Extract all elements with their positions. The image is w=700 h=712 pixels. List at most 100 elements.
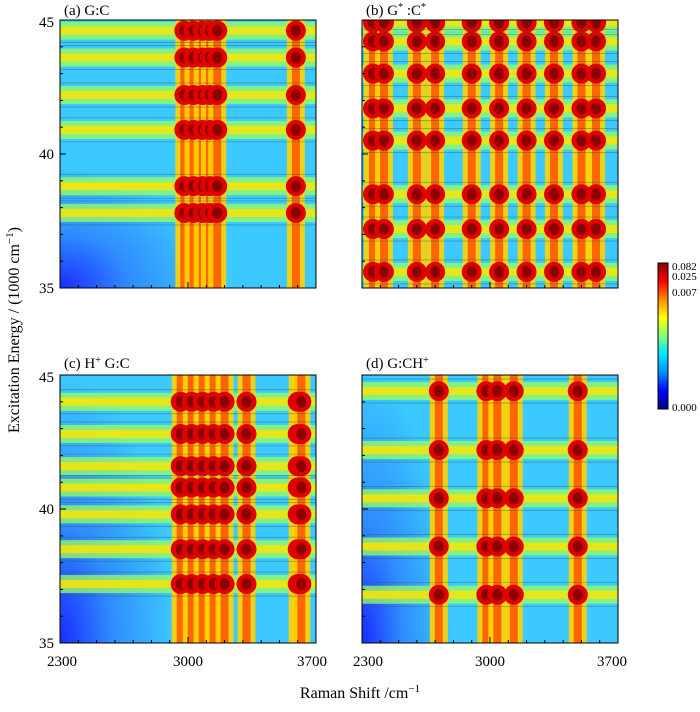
x-tick-3000-right: 3000 xyxy=(475,654,505,670)
intensity-peak-core xyxy=(508,492,519,505)
vertical-band-core xyxy=(379,20,388,288)
intensity-peak-core xyxy=(549,67,559,80)
intensity-peak-core xyxy=(572,385,583,398)
intensity-peak-core xyxy=(494,265,505,278)
intensity-peak-core xyxy=(212,24,223,37)
panel-label-d: (d) G:CH+ xyxy=(366,355,429,373)
intensity-peak-core xyxy=(591,188,602,201)
intensity-peak-core xyxy=(521,20,532,29)
intensity-peak-core xyxy=(212,180,223,193)
intensity-peak-core xyxy=(219,578,230,591)
intensity-peak-core xyxy=(433,588,444,601)
intensity-peak-core xyxy=(290,89,301,102)
intensity-peak-core xyxy=(411,188,422,201)
intensity-peak-core xyxy=(549,20,559,29)
intensity-peak-core xyxy=(378,20,389,29)
intensity-peak-core xyxy=(466,223,477,236)
intensity-peak-core xyxy=(521,265,532,278)
intensity-peak-core xyxy=(296,543,307,556)
x-axis-title: Raman Shift /cm−1 xyxy=(300,683,420,702)
intensity-peak-core xyxy=(466,265,477,278)
vertical-band-core xyxy=(467,20,476,288)
panel-ticks xyxy=(361,19,619,289)
x-tick-3700-right: 3700 xyxy=(597,654,627,670)
intensity-peak-core xyxy=(411,223,422,236)
intensity-peak-core xyxy=(411,265,422,278)
intensity-peak-core xyxy=(433,444,444,457)
intensity-peak-core xyxy=(494,134,505,147)
intensity-peak-core xyxy=(576,20,587,29)
intensity-peak-core xyxy=(219,395,230,408)
y-tick-labels-bottom: 45 40 35 xyxy=(39,370,54,652)
intensity-peak-core xyxy=(296,481,307,494)
intensity-peak-core xyxy=(290,206,301,219)
y-tick-35-top: 35 xyxy=(39,281,54,297)
intensity-peak-core xyxy=(378,188,389,201)
intensity-peak-core xyxy=(212,206,223,219)
panel-label-c: (c) H+ G:C xyxy=(64,355,130,373)
intensity-peak-core xyxy=(492,385,503,398)
intensity-peak-core xyxy=(576,102,587,115)
colorbar-tick-0000: 0.000 xyxy=(672,402,697,414)
vertical-band-core xyxy=(577,20,586,288)
intensity-peak-core xyxy=(492,444,503,457)
intensity-peak-core xyxy=(290,180,301,193)
intensity-peak-core xyxy=(521,223,532,236)
intensity-peak-core xyxy=(494,102,505,115)
vertical-band-core xyxy=(592,20,601,288)
colorbar-tick-0082: 0.082 xyxy=(672,261,697,273)
intensity-peak-core xyxy=(549,188,559,201)
intensity-peak-core xyxy=(241,543,252,556)
intensity-peak-core xyxy=(576,265,587,278)
intensity-peak-core xyxy=(521,35,532,48)
vertical-band-core xyxy=(180,20,189,288)
intensity-peak-core xyxy=(572,588,583,601)
vertical-band-core xyxy=(368,20,377,288)
intensity-peak-core xyxy=(378,223,389,236)
intensity-peak-core xyxy=(296,578,307,591)
intensity-peak-core xyxy=(521,102,532,115)
intensity-peak-core xyxy=(430,223,441,236)
y-tick-labels-top: 45 40 35 xyxy=(39,15,54,297)
colorbar-tick-0007: 0.007 xyxy=(672,287,697,299)
intensity-peak-core xyxy=(212,51,223,64)
intensity-peak-core xyxy=(219,543,230,556)
intensity-peak-core xyxy=(572,492,583,505)
panel-ticks xyxy=(59,19,317,289)
intensity-peak-core xyxy=(296,427,307,440)
intensity-peak-core xyxy=(378,102,389,115)
vertical-band-core xyxy=(431,20,440,288)
colorbar-tick-0025: 0.025 xyxy=(672,271,697,283)
intensity-peak-core xyxy=(591,67,602,80)
intensity-peak-core xyxy=(241,508,252,521)
intensity-peak-core xyxy=(492,588,503,601)
intensity-peak-core xyxy=(549,223,559,236)
vertical-band-core xyxy=(434,375,443,643)
vertical-band-core xyxy=(189,20,198,288)
x-tick-3700-left: 3700 xyxy=(297,654,327,670)
intensity-peak-core xyxy=(549,102,559,115)
vertical-band-core xyxy=(213,20,222,288)
intensity-peak-core xyxy=(591,35,602,48)
intensity-peak-core xyxy=(549,265,559,278)
intensity-peak-core xyxy=(378,134,389,147)
heatmap-panel-a xyxy=(60,20,316,288)
intensity-peak-core xyxy=(411,20,422,29)
intensity-peak-core xyxy=(466,35,477,48)
intensity-peak-core xyxy=(296,395,307,408)
intensity-peak-core xyxy=(494,223,505,236)
vertical-band-core xyxy=(412,20,421,288)
intensity-peak-core xyxy=(219,481,230,494)
intensity-peak-core xyxy=(378,67,389,80)
intensity-peak-core xyxy=(433,492,444,505)
intensity-peak-core xyxy=(219,427,230,440)
intensity-peak-core xyxy=(430,188,441,201)
intensity-peak-core xyxy=(494,67,505,80)
intensity-peak-core xyxy=(290,123,301,136)
intensity-peak-core xyxy=(494,20,505,29)
vertical-band-core xyxy=(482,375,491,643)
intensity-peak-core xyxy=(212,123,223,136)
x-tick-labels-left: 2300 3000 3700 xyxy=(47,654,327,670)
intensity-peak-core xyxy=(378,35,389,48)
